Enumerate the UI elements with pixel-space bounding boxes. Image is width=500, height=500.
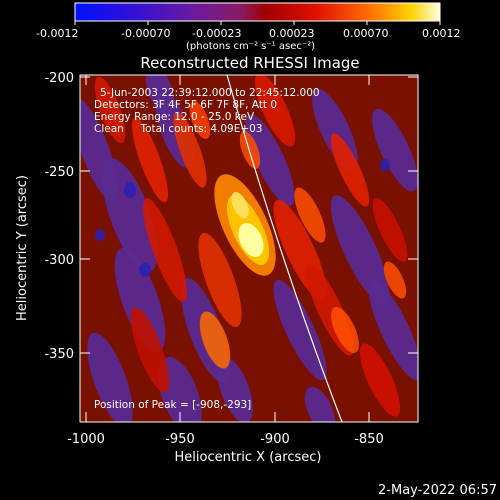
peak-position-label: Position of Peak = [-908,-293]	[94, 399, 251, 411]
negative-peak	[380, 159, 390, 171]
negative-region	[114, 247, 166, 353]
negative-region	[273, 279, 327, 381]
info-time-range: 5-Jun-2003 22:39:12.000 to 22:45:12.000	[100, 87, 320, 99]
positive-region	[173, 112, 207, 188]
y-tick-label: -200	[44, 71, 74, 86]
axis-tick-marks	[80, 75, 418, 422]
y-tick-label: -250	[44, 165, 74, 180]
colorbar-tick-label: -0.00023	[192, 27, 241, 40]
plot-title: Reconstructed RHESSI Image	[140, 54, 359, 72]
positive-region	[143, 198, 187, 302]
colorbar-tick-label: -0.00070	[121, 27, 170, 40]
positive-region	[199, 311, 231, 369]
y-axis-label: Heliocentric Y (arcsec)	[15, 175, 30, 321]
flare-source	[238, 223, 264, 257]
positive-region	[94, 76, 126, 144]
negative-peak	[124, 182, 136, 198]
positive-region	[198, 232, 242, 328]
positive-region	[330, 133, 370, 207]
colorbar-tick-label: 0.00070	[343, 27, 389, 40]
negative-region	[102, 158, 158, 272]
positive-region	[331, 306, 359, 354]
negative-region	[368, 279, 418, 381]
colorbar-tick-label: 0.0012	[422, 27, 461, 40]
negative-region	[158, 356, 202, 422]
negative-peak	[95, 229, 105, 241]
info-clean-counts: Clean Total counts: 4.09E+03	[94, 123, 263, 135]
x-tick-label: -850	[354, 432, 384, 447]
positive-region	[359, 343, 401, 417]
rhessi-image	[80, 75, 418, 422]
positive-region	[372, 197, 408, 263]
colorbar-tick-label: -0.0012	[36, 27, 78, 40]
y-tick-label: -350	[44, 347, 74, 362]
negative-peak	[139, 263, 151, 277]
plot-frame	[79, 74, 419, 423]
colorbar-unit-label: (photons cm⁻² s⁻¹ asec⁻²)	[186, 41, 315, 52]
info-detectors: Detectors: 3F 4F 5F 6F 7F 8F, Att 0	[94, 99, 277, 111]
solar-limb-line	[226, 75, 343, 422]
positive-region	[383, 261, 407, 299]
negative-region	[245, 114, 295, 206]
positive-region	[131, 117, 169, 203]
x-tick-label: -1000	[67, 432, 105, 447]
colorbar	[74, 2, 441, 22]
positive-region	[294, 187, 326, 243]
positive-region	[239, 131, 261, 169]
info-energy-range: Energy Range: 12.0 - 25.0 keV	[94, 111, 255, 123]
negative-region	[87, 332, 133, 422]
negative-region	[372, 108, 418, 192]
x-axis-label: Heliocentric X (arcsec)	[175, 450, 322, 465]
x-tick-label: -900	[260, 432, 290, 447]
positive-region	[130, 307, 170, 393]
positive-region	[254, 75, 296, 147]
x-tick-label: -950	[165, 432, 195, 447]
footer-timestamp: 2-May-2022 06:57	[378, 483, 497, 498]
flare-source	[231, 191, 249, 219]
negative-region	[217, 356, 253, 422]
colorbar-tick-label: 0.00023	[269, 27, 315, 40]
negative-region	[330, 195, 390, 305]
colorbar-tick-marks	[74, 21, 441, 25]
positive-region	[189, 101, 211, 139]
negative-region	[145, 75, 175, 114]
y-tick-label: -300	[44, 253, 74, 268]
